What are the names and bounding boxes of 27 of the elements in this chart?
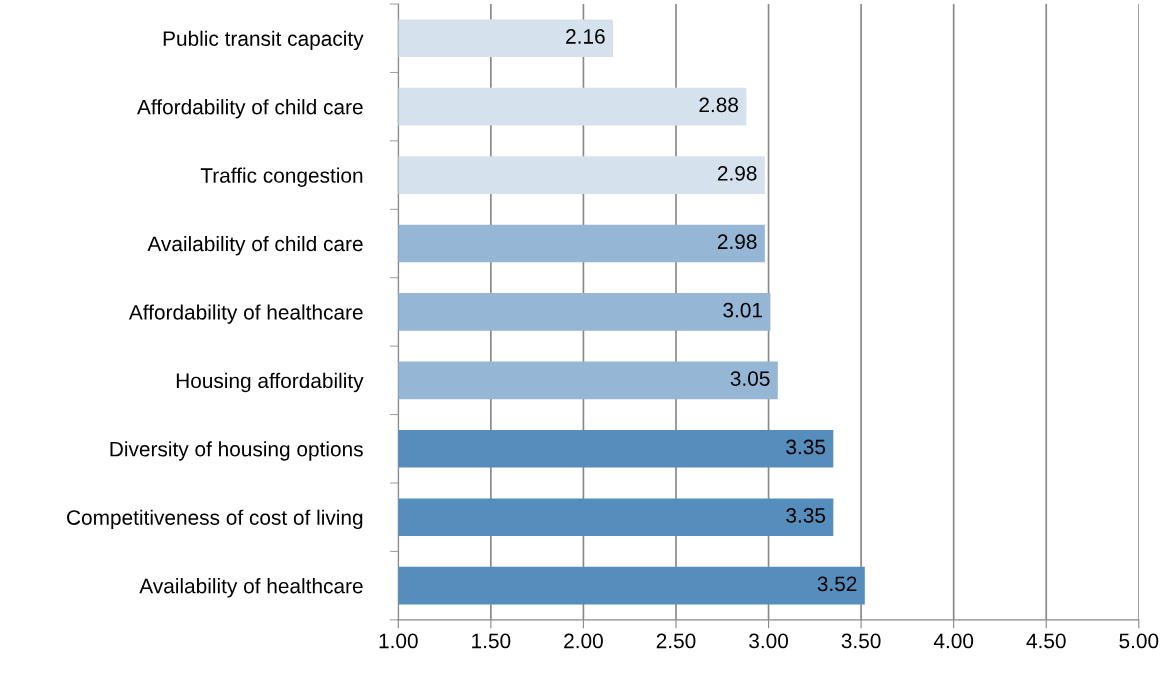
x-tick-label: 5.00: [1119, 633, 1159, 649]
y-tick-label: Availability of child care: [147, 235, 363, 256]
data-label: 2.98: [717, 165, 757, 181]
y-tick-label: Diversity of housing options: [110, 441, 363, 461]
x-tick-label: 3.50: [841, 633, 881, 649]
data-label: 2.88: [699, 97, 739, 113]
data-label: 2.98: [717, 234, 757, 250]
x-tick-label: 1.50: [472, 633, 511, 649]
x-tick-label: 2.00: [564, 633, 603, 649]
data-label: 3.01: [723, 302, 762, 318]
data-label: 3.52: [817, 576, 857, 592]
y-tick-label: Traffic congestion: [200, 167, 363, 187]
x-tick-label: 4.00: [933, 633, 974, 649]
y-tick-label: Affordability of child care: [137, 99, 363, 119]
x-tick-label: 4.50: [1026, 633, 1066, 649]
x-tick-label: 2.50: [656, 633, 696, 649]
data-label: 3.35: [786, 439, 826, 455]
x-tick-label: 3.00: [749, 633, 788, 649]
y-tick-label: Affordability of healthcare: [128, 304, 363, 324]
data-label: 3.35: [786, 508, 826, 523]
data-label: 2.16: [566, 29, 605, 44]
x-tick-label: 1.00: [379, 633, 418, 649]
y-tick-label: Housing affordability: [176, 372, 364, 393]
y-tick-label: Competitiveness of cost of living: [67, 509, 363, 530]
data-label: 3.05: [730, 371, 770, 386]
y-tick-label: Availability of healthcare: [139, 578, 363, 598]
y-tick-label: Public transit capacity: [163, 30, 364, 51]
